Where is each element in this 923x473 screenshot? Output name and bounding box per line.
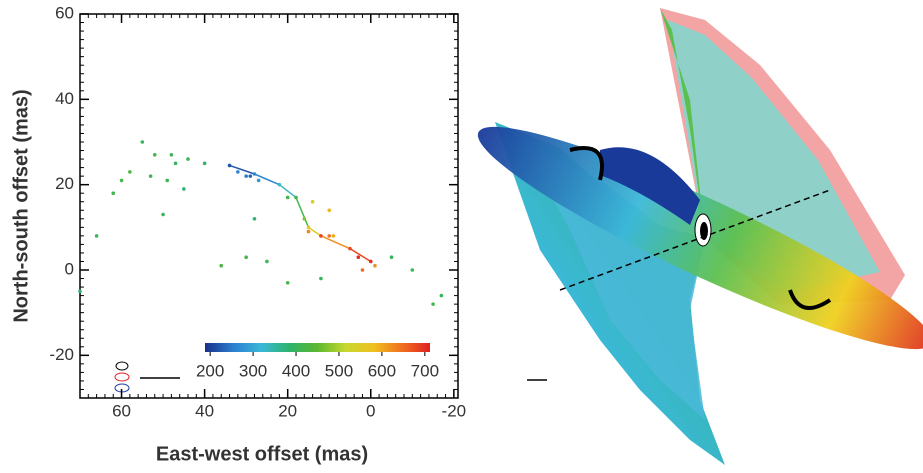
maser-spot <box>236 170 240 174</box>
y-tick-label: -20 <box>49 345 74 364</box>
maser-spot <box>148 174 153 178</box>
x-tick-label: 0 <box>366 401 375 420</box>
path-vertex <box>306 225 311 230</box>
maser-spot <box>302 217 307 221</box>
maser-spot <box>219 263 224 268</box>
path-segment <box>254 173 280 186</box>
y-tick-label: 60 <box>55 3 74 22</box>
maser-spot <box>186 157 190 161</box>
y-tick-label: 40 <box>55 89 74 108</box>
arrow <box>569 146 604 181</box>
x-tick-label: 40 <box>195 401 214 420</box>
maser-spot <box>152 153 157 157</box>
maser-spot <box>310 199 315 204</box>
maser-spot <box>431 302 435 306</box>
path-segment <box>320 235 351 250</box>
path-segment <box>308 226 322 237</box>
axis-dash <box>559 189 831 291</box>
y-tick-label: 0 <box>65 259 74 278</box>
maser-spot <box>111 191 116 195</box>
x-tick-label: 60 <box>112 401 131 420</box>
maser-spot <box>165 178 170 183</box>
colorbar-tick-label: 500 <box>325 361 353 380</box>
y-tick-label: 20 <box>55 174 74 193</box>
maser-spot <box>119 178 124 183</box>
path-vertex <box>348 246 352 251</box>
maser-spot <box>161 212 165 217</box>
maser-spot <box>256 178 261 183</box>
x-axis-label: East-west offset (mas) <box>156 443 368 465</box>
maser-spot <box>327 208 332 213</box>
maser-spot <box>319 276 323 281</box>
maser-spot <box>373 263 377 268</box>
path-vertex <box>277 182 282 187</box>
maser-spot <box>360 268 365 272</box>
maser-spot <box>182 187 186 191</box>
path-segment <box>229 164 255 175</box>
maser-spot <box>252 217 257 221</box>
maser-spot <box>319 234 323 238</box>
path-vertex <box>252 172 257 176</box>
disk-shadow <box>600 147 700 225</box>
maser-spot <box>140 140 145 144</box>
obscured-cone-inner <box>520 140 705 420</box>
maser-spot <box>389 255 394 259</box>
beam <box>115 361 129 371</box>
maser-spot <box>410 268 415 272</box>
maser-spot <box>173 161 178 166</box>
y-axis-label: North-south offset (mas) <box>10 89 32 322</box>
path-segment <box>278 184 297 199</box>
maser-spot <box>244 255 248 259</box>
x-tick-label: 20 <box>278 401 297 420</box>
maser-spot <box>78 289 82 294</box>
path-vertex <box>368 259 373 264</box>
maser-spot <box>285 195 290 200</box>
colorbar-tick-label: 300 <box>239 361 267 380</box>
maser-spot <box>202 161 207 166</box>
maser-spot <box>248 174 253 178</box>
path-vertex <box>227 163 232 168</box>
colorbar-tick-label: 600 <box>368 361 396 380</box>
maser-spot <box>356 255 361 259</box>
path-segment <box>349 248 372 263</box>
maser-spot <box>244 174 248 178</box>
maser-spot <box>265 259 269 264</box>
colorbar-tick-label: 200 <box>196 361 224 380</box>
maser-spot <box>331 234 336 238</box>
maser-spot <box>128 170 132 174</box>
colorbar-tick-label: 400 <box>282 361 310 380</box>
path-vertex <box>294 195 298 200</box>
maser-spot <box>285 281 290 285</box>
maser-spot <box>94 234 99 238</box>
path-segment <box>295 197 310 228</box>
colorbar-tick-label: 700 <box>411 361 439 380</box>
maser-spot <box>306 229 311 234</box>
maser-spot <box>439 293 444 298</box>
colorbar <box>205 343 430 352</box>
maser-spot <box>327 234 332 238</box>
beam <box>114 372 130 382</box>
plot-frame <box>79 13 459 399</box>
illustration <box>477 8 923 465</box>
x-tick-label: -20 <box>442 401 467 420</box>
arrow <box>788 289 832 310</box>
maser-spot <box>169 153 174 157</box>
